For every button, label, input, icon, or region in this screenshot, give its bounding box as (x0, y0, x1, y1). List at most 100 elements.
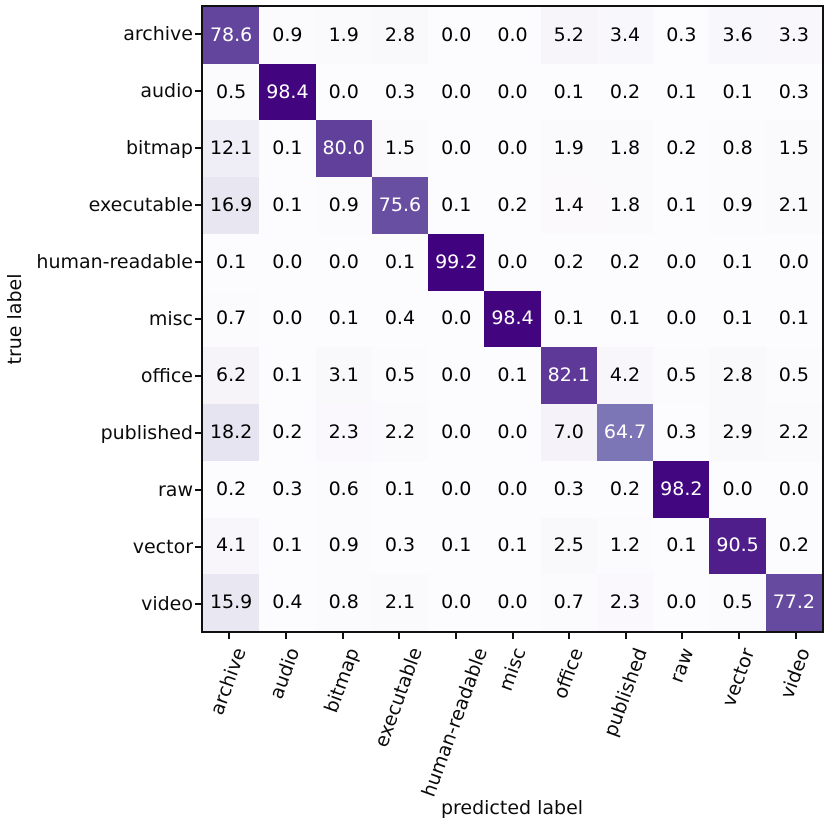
matrix-cell-audio-vector: 0.1 (709, 63, 766, 121)
x-axis-title: predicted label (440, 797, 584, 819)
x-tick-mark (568, 633, 571, 639)
x-tick-label-raw: raw (665, 644, 699, 686)
x-tick-mark (511, 633, 514, 639)
matrix-cell-office-archive: 6.2 (203, 347, 260, 405)
matrix-cell-raw-vector: 0.0 (709, 460, 766, 518)
y-tick-label-bitmap: bitmap (125, 136, 193, 159)
matrix-cell-vector-published: 1.2 (596, 517, 654, 575)
matrix-cell-vector-office: 2.5 (540, 517, 597, 575)
y-tick-mark (195, 375, 201, 378)
matrix-cell-bitmap-bitmap: 80.0 (315, 120, 372, 178)
x-tick-label-audio: audio (265, 645, 305, 703)
matrix-cell-published-archive: 18.2 (203, 404, 260, 461)
y-tick-label-executable: executable (88, 193, 193, 216)
matrix-cell-video-video: 77.2 (765, 574, 822, 631)
matrix-cell-bitmap-office: 1.9 (540, 120, 597, 178)
matrix-cell-archive-published: 3.4 (596, 7, 654, 64)
y-tick-mark (195, 89, 201, 92)
matrix-cell-archive-video: 3.3 (765, 7, 822, 64)
matrix-cell-archive-misc: 0.0 (484, 7, 541, 64)
matrix-cell-audio-human-readable: 0.0 (428, 63, 485, 121)
matrix-cell-archive-raw: 0.3 (653, 7, 710, 64)
matrix-cell-vector-video: 0.2 (765, 517, 822, 575)
x-tick-label-office: office (549, 644, 588, 702)
y-tick-label-audio: audio (140, 79, 193, 102)
matrix-cell-raw-human-readable: 0.0 (428, 460, 485, 518)
matrix-cell-bitmap-audio: 0.1 (259, 120, 316, 178)
matrix-cell-executable-raw: 0.1 (653, 177, 710, 234)
x-tick-mark (228, 633, 231, 639)
matrix-cell-raw-bitmap: 0.6 (315, 460, 372, 518)
matrix-cell-video-office: 0.7 (540, 574, 597, 631)
matrix-cell-raw-audio: 0.3 (259, 460, 316, 518)
matrix-cell-executable-bitmap: 0.9 (315, 177, 372, 234)
matrix-cell-audio-audio: 98.4 (259, 63, 316, 121)
matrix-cell-raw-misc: 0.0 (484, 460, 541, 518)
matrix-cell-video-human-readable: 0.0 (428, 574, 485, 631)
matrix-cell-audio-bitmap: 0.0 (315, 63, 372, 121)
matrix-cell-executable-archive: 16.9 (203, 177, 260, 234)
matrix-cell-vector-bitmap: 0.9 (315, 517, 372, 575)
x-tick-mark (794, 633, 797, 639)
x-tick-mark (398, 633, 401, 639)
matrix-cell-human-readable-audio: 0.0 (259, 233, 316, 291)
matrix-cell-archive-audio: 0.9 (259, 7, 316, 64)
matrix-cell-archive-vector: 3.6 (709, 7, 766, 64)
y-tick-mark (195, 203, 201, 206)
matrix-cell-office-audio: 0.1 (259, 347, 316, 405)
matrix-cell-office-published: 4.2 (596, 347, 654, 405)
x-tick-label-executable: executable (370, 644, 428, 751)
matrix-cell-executable-published: 1.8 (596, 177, 654, 234)
matrix-cell-video-misc: 0.0 (484, 574, 541, 631)
matrix-cell-human-readable-video: 0.0 (765, 233, 822, 291)
matrix-cell-executable-misc: 0.2 (484, 177, 541, 234)
matrix-cell-office-vector: 2.8 (709, 347, 766, 405)
x-tick-label-vector: vector (718, 644, 760, 710)
matrix-cell-archive-archive: 78.6 (203, 7, 260, 64)
matrix-cell-published-audio: 0.2 (259, 404, 316, 461)
matrix-cell-published-video: 2.2 (765, 404, 822, 461)
matrix-cell-video-published: 2.3 (596, 574, 654, 631)
matrix-cell-misc-video: 0.1 (765, 290, 822, 348)
matrix-cell-executable-vector: 0.9 (709, 177, 766, 234)
matrix-cell-misc-office: 0.1 (540, 290, 597, 348)
matrix-cell-office-bitmap: 3.1 (315, 347, 372, 405)
y-axis-title: true label (4, 273, 26, 365)
y-tick-mark (195, 603, 201, 606)
matrix-cell-vector-vector: 90.5 (709, 517, 766, 575)
matrix-cell-audio-raw: 0.1 (653, 63, 710, 121)
x-tick-mark (738, 633, 741, 639)
matrix-cell-misc-audio: 0.0 (259, 290, 316, 348)
x-tick-label-human-readable: human-readable (418, 645, 493, 800)
y-tick-mark (195, 146, 201, 149)
matrix-cell-bitmap-raw: 0.2 (653, 120, 710, 178)
y-tick-label-video: video (141, 593, 193, 616)
matrix-cell-raw-executable: 0.1 (371, 460, 429, 518)
matrix-cell-bitmap-archive: 12.1 (203, 120, 260, 178)
x-tick-mark (454, 633, 457, 639)
matrix-cell-published-office: 7.0 (540, 404, 597, 461)
x-tick-label-misc: misc (494, 644, 530, 694)
matrix-cell-vector-archive: 4.1 (203, 517, 260, 575)
matrix-cell-misc-executable: 0.4 (371, 290, 429, 348)
x-tick-label-archive: archive (206, 645, 251, 719)
y-tick-label-raw: raw (158, 479, 193, 502)
matrix-cell-human-readable-archive: 0.1 (203, 233, 260, 291)
matrix-cell-human-readable-misc: 0.0 (484, 233, 541, 291)
matrix-cell-human-readable-raw: 0.0 (653, 233, 710, 291)
matrix-cell-office-office: 82.1 (540, 347, 597, 405)
matrix-cell-bitmap-vector: 0.8 (709, 120, 766, 178)
matrix-cell-audio-misc: 0.0 (484, 63, 541, 121)
matrix-cell-office-human-readable: 0.0 (428, 347, 485, 405)
matrix-cell-raw-published: 0.2 (596, 460, 654, 518)
matrix-cell-archive-executable: 2.8 (371, 7, 429, 64)
y-tick-label-published: published (100, 422, 193, 445)
y-tick-mark (195, 432, 201, 435)
y-tick-mark (195, 318, 201, 320)
x-tick-label-bitmap: bitmap (320, 644, 364, 716)
matrix-cell-published-misc: 0.0 (484, 404, 541, 461)
matrix-cell-published-raw: 0.3 (653, 404, 710, 461)
matrix-cell-published-bitmap: 2.3 (315, 404, 372, 461)
matrix-cell-audio-video: 0.3 (765, 63, 822, 121)
